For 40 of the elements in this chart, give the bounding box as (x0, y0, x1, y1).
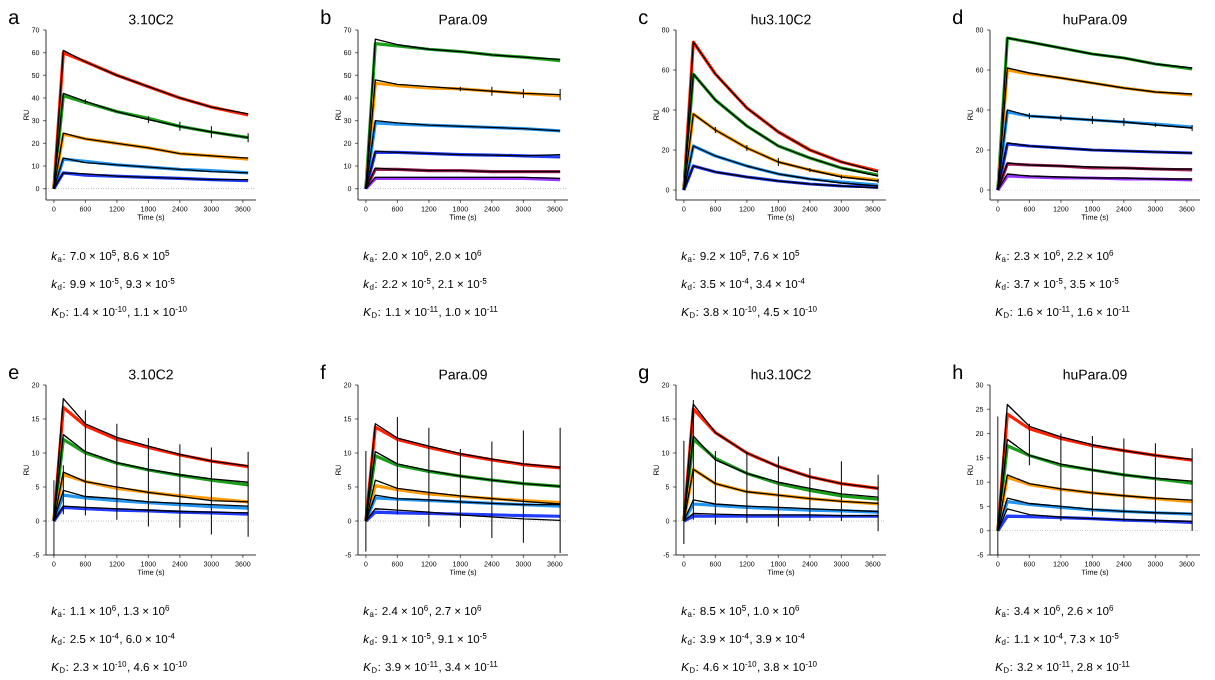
text: k$_{a}$: 2.4 × 10$^{6}$, 2.7 × 10$^{6}$ (363, 605, 482, 617)
text: k$_{a}$: 8.5 × 10$^{5}$, 1.0 × 10$^{6}$ (681, 605, 800, 617)
text: K$_{D}$: 3.9 × 10$^{-11}$, 3.4 × 10$^{-11}$ (363, 661, 498, 673)
chart-title: huPara.09 (1063, 14, 1127, 25)
text: K$_{D}$: 3.2 × 10$^{-11}$, 2.8 × 10$^{-11}$ (995, 661, 1130, 673)
text: k$_{d}$: 1.1 × 10$^{-4}$, 7.3 × 10$^{-5}$ (995, 633, 1119, 645)
text: K$_{D}$: 1.6 × 10$^{-11}$, 1.6 × 10$^{-11}$ (995, 306, 1130, 318)
text: K$_{D}$: 2.3 × 10$^{-10}$, 4.6 × 10$^{-10}$ (51, 661, 187, 673)
text: k$_{d}$: 9.1 × 10$^{-5}$, 9.1 × 10$^{-5}$ (363, 633, 487, 645)
chart-title: Para.09 (439, 14, 487, 25)
text: k$_{a}$: 3.4 × 10$^{6}$, 2.6 × 10$^{6}$ (995, 605, 1114, 617)
text: b (321, 9, 331, 25)
text: k$_{a}$: 2.0 × 10$^{6}$, 2.0 × 10$^{6}$ (363, 250, 482, 262)
chart-title: hu3.10C2 (751, 369, 811, 380)
text: k$_{a}$: 2.3 × 10$^{6}$, 2.2 × 10$^{6}$ (995, 250, 1114, 262)
text: k$_{d}$: 3.7 × 10$^{-5}$, 3.5 × 10$^{-5}$ (995, 278, 1119, 290)
chart-title: Para.09 (439, 369, 487, 380)
chart-title: 3.10C2 (128, 369, 173, 380)
chart-title: huPara.09 (1063, 369, 1127, 380)
text: k$_{a}$: 7.0 × 10$^{5}$, 8.6 × 10$^{5}$ (51, 250, 170, 262)
chart-title: hu3.10C2 (751, 14, 811, 25)
text: e (9, 368, 19, 380)
text: k$_{d}$: 2.5 × 10$^{-4}$, 6.0 × 10$^{-4}$ (51, 633, 175, 645)
text: k$_{d}$: 3.5 × 10$^{-4}$, 3.4 × 10$^{-4}$ (681, 278, 805, 290)
text: f (320, 364, 326, 379)
text: d (953, 9, 963, 25)
text: a (9, 13, 20, 25)
text: g (639, 368, 649, 384)
text: c (639, 13, 648, 25)
text: K$_{D}$: 1.1 × 10$^{-11}$, 1.0 × 10$^{-11}$ (363, 306, 498, 318)
text: k$_{d}$: 3.9 × 10$^{-4}$, 3.9 × 10$^{-4}$ (681, 633, 805, 645)
text: K$_{D}$: 1.4 × 10$^{-10}$, 1.1 × 10$^{-10}$ (51, 306, 187, 318)
text: k$_{d}$: 9.9 × 10$^{-5}$, 9.3 × 10$^{-5}$ (51, 278, 175, 290)
chart-title: 3.10C2 (128, 14, 173, 25)
text: k$_{a}$: 1.1 × 10$^{6}$, 1.3 × 10$^{6}$ (51, 605, 170, 617)
text: K$_{D}$: 3.8 × 10$^{-10}$, 4.5 × 10$^{-10}$ (681, 306, 817, 318)
text: k$_{d}$: 2.2 × 10$^{-5}$, 2.1 × 10$^{-5}$ (363, 278, 487, 290)
text: h (953, 364, 963, 379)
text: k$_{a}$: 9.2 × 10$^{5}$, 7.6 × 10$^{5}$ (681, 250, 800, 262)
text: K$_{D}$: 4.6 × 10$^{-10}$, 3.8 × 10$^{-10}$ (681, 661, 817, 673)
